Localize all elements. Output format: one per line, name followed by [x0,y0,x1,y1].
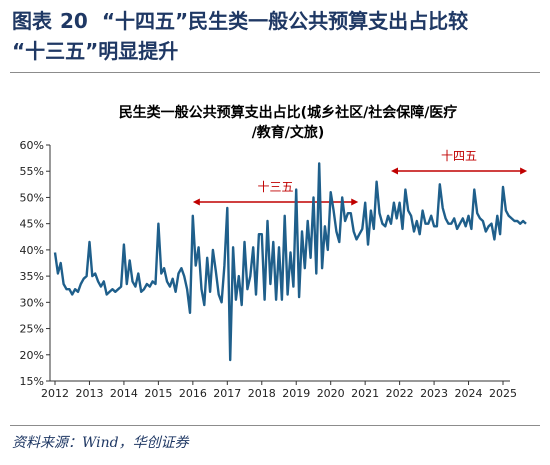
annotation-arrowhead [351,198,359,206]
x-tick-label: 2023 [420,387,448,400]
y-tick-label: 25% [20,323,44,336]
figure-number: 20 [60,9,88,33]
x-tick-label: 2025 [489,387,517,400]
period-annotations: 十三五 十四五 [192,149,528,206]
y-tick-label: 15% [20,375,44,388]
x-tick-label: 2013 [75,387,103,400]
footer-divider [10,425,540,426]
annotation-label: 十三五 [258,180,294,194]
y-tick-label: 35% [20,270,44,283]
y-tick-label: 60% [20,139,44,152]
y-tick-label: 30% [20,296,44,309]
figure-header: 图表 20 “十四五”民生类一般公共预算支出占比较 “十三五”明显提升 [12,6,542,66]
annotation-arrowhead [391,167,398,175]
y-tick-label: 40% [20,244,44,257]
y-tick-label: 55% [20,165,44,178]
x-tick-label: 2018 [248,387,276,400]
figure-title-text: “十四五”民生类一般公共预算支出占比较 [101,9,469,33]
x-tick-label: 2019 [282,387,310,400]
annotation-arrowhead [192,198,200,206]
figure-label: 图表 [12,9,52,33]
y-axis-ticks: 15% 20% 25% 30% 35% 40% 45% 50% 55% 60% [20,139,50,388]
header-divider [10,72,540,73]
x-tick-label: 2024 [455,387,483,400]
x-tick-label: 2016 [179,387,207,400]
source-note: 资料来源：Wind，华创证券 [12,435,189,451]
x-tick-label: 2020 [317,387,345,400]
x-tick-label: 2021 [351,387,379,400]
y-tick-label: 45% [20,218,44,231]
x-tick-label: 2022 [386,387,414,400]
chart-title-line2: /教育/文旅) [252,124,325,141]
y-tick-label: 20% [20,349,44,362]
x-tick-label: 2014 [110,387,138,400]
annotation-label: 十四五 [441,149,477,163]
x-tick-label: 2015 [144,387,172,400]
chart-title-line1: 民生类一般公共预算支出占比(城乡社区/社会保障/医疗 [119,104,458,121]
x-tick-label: 2017 [213,387,241,400]
figure-title-line1: 图表 20 “十四五”民生类一般公共预算支出占比较 [12,6,542,36]
series-line-livelihood-share [53,162,527,362]
annotation-arrowhead [520,167,528,175]
y-tick-label: 50% [20,191,44,204]
figure-title-line2: “十三五”明显提升 [12,39,179,63]
x-axis-ticks: 2012 2013 2014 2015 2016 2017 2018 2019 2020 2021… [41,381,517,400]
x-tick-label: 2012 [41,387,69,400]
